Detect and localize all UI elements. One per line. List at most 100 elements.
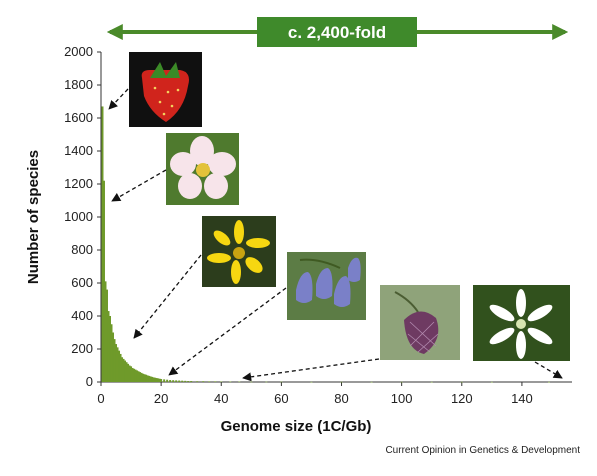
histogram-bar bbox=[125, 362, 128, 382]
dog-rose-pointer bbox=[111, 169, 167, 202]
histogram-bar bbox=[110, 324, 113, 382]
y-tick-label: 400 bbox=[71, 308, 93, 323]
histogram-bar bbox=[103, 180, 105, 382]
histogram-bar bbox=[490, 381, 493, 383]
source-credit: Current Opinion in Genetics & Developmen… bbox=[385, 445, 580, 456]
y-tick-label: 1400 bbox=[64, 143, 93, 158]
histogram-bar bbox=[124, 360, 127, 382]
histogram-bar bbox=[280, 381, 283, 383]
histogram-bar bbox=[139, 372, 142, 382]
histogram-bar bbox=[106, 289, 108, 382]
histogram-bar bbox=[250, 381, 253, 383]
histogram-bar bbox=[146, 375, 149, 382]
histogram-bar bbox=[154, 377, 157, 382]
x-tick-label: 0 bbox=[97, 391, 104, 406]
histogram-bar bbox=[265, 381, 268, 383]
histogram-bar bbox=[160, 379, 163, 382]
histogram-bar bbox=[151, 376, 154, 382]
strawberry-pointer bbox=[108, 88, 129, 110]
histogram-bar bbox=[137, 371, 140, 382]
histogram-bar bbox=[175, 380, 178, 382]
histogram-bar bbox=[128, 365, 131, 382]
y-tick-label: 0 bbox=[86, 374, 93, 389]
histogram-bar bbox=[460, 381, 463, 383]
histogram-bar bbox=[149, 376, 152, 382]
histogram-bar bbox=[229, 381, 232, 383]
x-tick-label: 80 bbox=[334, 391, 348, 406]
histogram-bar bbox=[169, 380, 172, 382]
fold-range-banner: c. 2,400-fold bbox=[106, 17, 569, 47]
histogram-bar bbox=[190, 381, 193, 382]
x-axis-title: Genome size (1C/Gb) bbox=[221, 418, 372, 435]
histogram-bar bbox=[136, 370, 139, 382]
x-tick-label: 40 bbox=[214, 391, 228, 406]
histogram-bar bbox=[158, 378, 161, 382]
fritillary-pointer bbox=[242, 358, 380, 382]
histogram-bar bbox=[122, 358, 125, 382]
histogram-bar bbox=[107, 311, 110, 382]
dog-rose-photo bbox=[166, 133, 239, 205]
histogram-bar bbox=[196, 381, 199, 382]
histogram-bar bbox=[220, 381, 223, 383]
histogram-bars bbox=[101, 106, 550, 383]
histogram-bar bbox=[104, 281, 107, 382]
histogram-bar bbox=[310, 381, 313, 383]
histogram-bar bbox=[140, 372, 143, 382]
y-tick-label: 1800 bbox=[64, 77, 93, 92]
histogram-bar bbox=[152, 377, 155, 382]
fold-range-label: c. 2,400-fold bbox=[288, 23, 386, 42]
celandine-photo bbox=[202, 216, 276, 287]
histogram-bar bbox=[430, 381, 433, 383]
histogram-bar bbox=[157, 378, 160, 382]
x-tick-label: 60 bbox=[274, 391, 288, 406]
y-tick-label: 200 bbox=[71, 341, 93, 356]
histogram-bar bbox=[400, 381, 403, 383]
histogram-bar bbox=[208, 381, 211, 382]
histogram-bar bbox=[238, 381, 241, 383]
y-axis-ticks: 0 200 400 600 800 1000 1200 1400 1600 1800 2000 bbox=[64, 44, 101, 389]
y-tick-label: 1200 bbox=[64, 176, 93, 191]
histogram-bar bbox=[142, 373, 145, 382]
y-tick-label: 800 bbox=[71, 242, 93, 257]
y-tick-label: 600 bbox=[71, 275, 93, 290]
histogram-bar bbox=[340, 381, 343, 383]
photo-pointer-arrows bbox=[108, 88, 563, 382]
histogram-bar bbox=[119, 353, 122, 382]
histogram-bar bbox=[112, 332, 115, 382]
histogram-bar bbox=[118, 350, 121, 382]
fold-range-box bbox=[257, 17, 417, 47]
y-tick-label: 1600 bbox=[64, 110, 93, 125]
x-tick-label: 140 bbox=[511, 391, 533, 406]
histogram-bar bbox=[131, 367, 134, 382]
histogram-bar bbox=[163, 379, 166, 382]
y-axis-title: Number of species bbox=[25, 150, 42, 284]
histogram-bar bbox=[115, 344, 118, 382]
x-tick-label: 20 bbox=[154, 391, 168, 406]
paris-japonica-photo bbox=[473, 285, 570, 361]
fritillary-photo bbox=[380, 285, 460, 360]
paris-japonica-pointer bbox=[534, 361, 563, 379]
histogram-bar bbox=[113, 339, 116, 382]
histogram-bar bbox=[116, 347, 119, 382]
histogram-bar bbox=[101, 106, 104, 382]
histogram-bar bbox=[548, 381, 550, 383]
histogram-bar bbox=[172, 380, 175, 382]
histogram-bar bbox=[145, 374, 148, 382]
histogram-bar bbox=[214, 381, 217, 382]
x-tick-label: 100 bbox=[391, 391, 413, 406]
histogram-bar bbox=[181, 380, 184, 382]
x-axis-ticks: 0 20 40 60 80 100 120 140 bbox=[97, 382, 533, 406]
y-tick-label: 2000 bbox=[64, 44, 93, 59]
histogram-bar bbox=[134, 369, 137, 382]
histogram-bar bbox=[143, 374, 146, 382]
histogram-bar bbox=[187, 381, 190, 382]
histogram-bar bbox=[370, 381, 373, 383]
histogram-bar bbox=[202, 381, 205, 382]
histogram-bar bbox=[184, 380, 187, 382]
y-tick-label: 1000 bbox=[64, 209, 93, 224]
histogram-bar bbox=[155, 378, 158, 382]
histogram-bar bbox=[166, 379, 169, 382]
bluebell-photo bbox=[287, 252, 366, 320]
